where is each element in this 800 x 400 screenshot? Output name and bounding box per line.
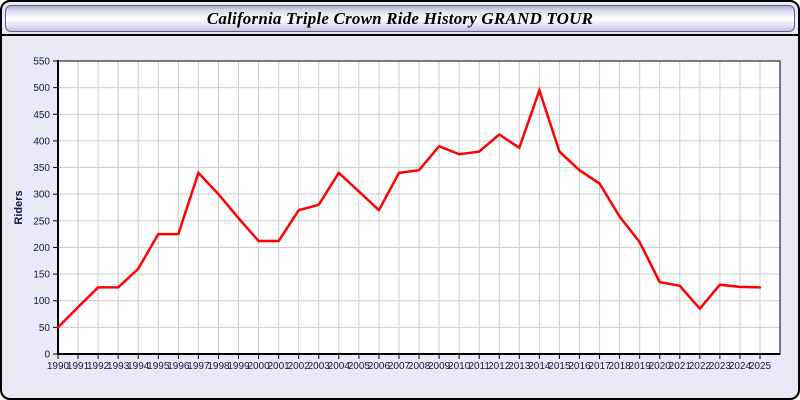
svg-text:550: 550 bbox=[33, 57, 50, 68]
svg-text:1996: 1996 bbox=[167, 361, 190, 372]
svg-text:100: 100 bbox=[33, 296, 50, 307]
svg-text:2016: 2016 bbox=[568, 361, 591, 372]
svg-text:1993: 1993 bbox=[107, 361, 130, 372]
svg-text:2007: 2007 bbox=[388, 361, 411, 372]
svg-text:2009: 2009 bbox=[428, 361, 451, 372]
svg-text:2019: 2019 bbox=[629, 361, 652, 372]
svg-text:350: 350 bbox=[33, 163, 50, 174]
svg-text:2005: 2005 bbox=[348, 361, 371, 372]
svg-text:2013: 2013 bbox=[508, 361, 531, 372]
svg-text:2021: 2021 bbox=[669, 361, 692, 372]
svg-text:2008: 2008 bbox=[408, 361, 431, 372]
svg-text:1991: 1991 bbox=[67, 361, 90, 372]
svg-text:2015: 2015 bbox=[548, 361, 571, 372]
svg-text:2002: 2002 bbox=[288, 361, 311, 372]
svg-text:2022: 2022 bbox=[689, 361, 712, 372]
svg-text:50: 50 bbox=[39, 323, 51, 334]
svg-text:1995: 1995 bbox=[147, 361, 170, 372]
svg-text:1992: 1992 bbox=[87, 361, 110, 372]
svg-text:2018: 2018 bbox=[608, 361, 631, 372]
svg-text:2020: 2020 bbox=[649, 361, 672, 372]
title-bar: California Triple Crown Ride History GRA… bbox=[5, 5, 795, 32]
svg-text:1997: 1997 bbox=[187, 361, 210, 372]
svg-text:2024: 2024 bbox=[729, 361, 752, 372]
svg-text:2011: 2011 bbox=[468, 361, 490, 372]
tick-marks bbox=[53, 60, 761, 359]
x-axis-tick-labels: 1990199119921993199419951996199719981999… bbox=[47, 361, 772, 372]
svg-text:2000: 2000 bbox=[247, 361, 270, 372]
svg-text:2023: 2023 bbox=[709, 361, 732, 372]
svg-text:2017: 2017 bbox=[588, 361, 611, 372]
svg-text:450: 450 bbox=[33, 110, 50, 121]
svg-text:250: 250 bbox=[33, 216, 50, 227]
svg-text:2004: 2004 bbox=[328, 361, 351, 372]
svg-text:2001: 2001 bbox=[268, 361, 291, 372]
svg-text:200: 200 bbox=[33, 243, 50, 254]
svg-text:2025: 2025 bbox=[749, 361, 772, 372]
svg-text:1990: 1990 bbox=[47, 361, 70, 372]
svg-text:2014: 2014 bbox=[528, 361, 551, 372]
svg-text:1994: 1994 bbox=[127, 361, 150, 372]
ride-history-chart: 0501001502002503003504004505005501990199… bbox=[13, 57, 781, 372]
svg-text:2010: 2010 bbox=[448, 361, 471, 372]
riders-data-line bbox=[56, 86, 762, 329]
svg-text:0: 0 bbox=[44, 350, 50, 361]
page-title: California Triple Crown Ride History GRA… bbox=[206, 8, 594, 28]
svg-text:2003: 2003 bbox=[308, 361, 331, 372]
y-axis-tick-labels: 0 50 100 150 200 250 300 350 400 450 500 550 bbox=[33, 57, 50, 361]
title-separator bbox=[2, 34, 798, 36]
svg-text:1999: 1999 bbox=[227, 361, 250, 372]
svg-text:1998: 1998 bbox=[207, 361, 230, 372]
y-axis-label: Riders bbox=[13, 190, 25, 224]
svg-text:150: 150 bbox=[33, 270, 50, 281]
svg-text:2012: 2012 bbox=[488, 361, 511, 372]
svg-text:400: 400 bbox=[33, 136, 50, 147]
svg-text:2006: 2006 bbox=[368, 361, 391, 372]
svg-text:300: 300 bbox=[33, 190, 50, 201]
svg-text:500: 500 bbox=[33, 83, 50, 94]
